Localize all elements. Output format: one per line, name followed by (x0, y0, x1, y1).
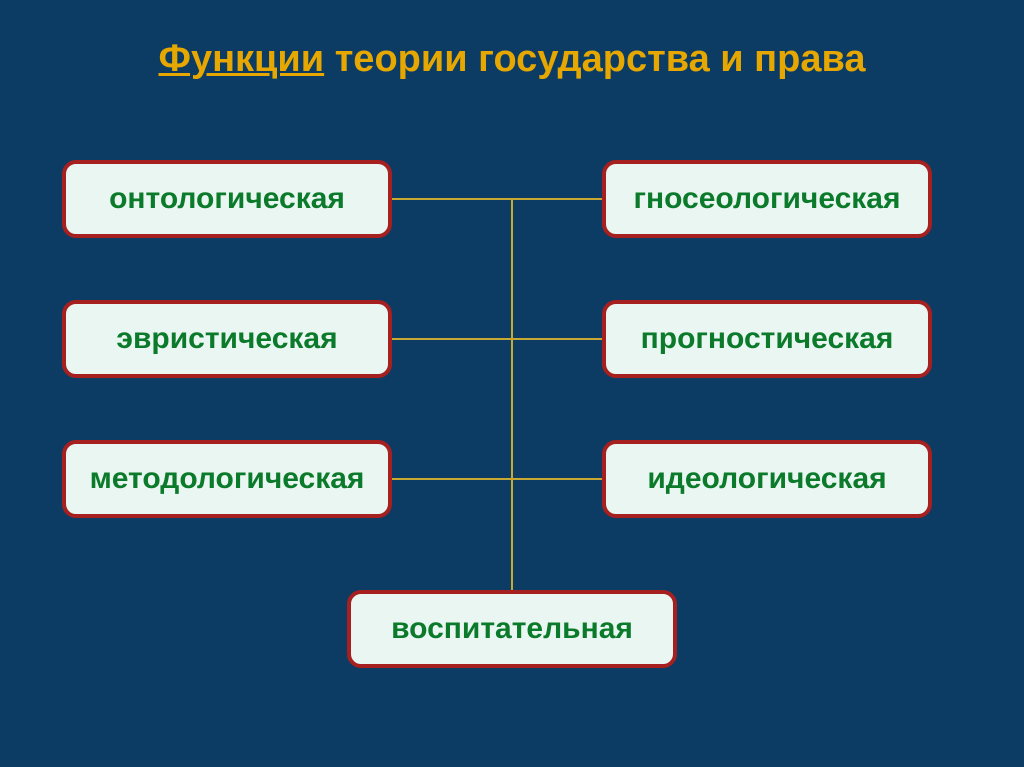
node-label: идеологическая (647, 462, 886, 496)
node-ontological: онтологическая (62, 160, 392, 238)
node-educational: воспитательная (347, 590, 677, 668)
node-epistemological: гносеологическая (602, 160, 932, 238)
title-rest: теории государства и права (324, 38, 865, 80)
title-underlined-word: Функции (159, 38, 325, 80)
node-label: онтологическая (109, 182, 345, 216)
node-label: гносеологическая (633, 182, 900, 216)
node-heuristic: эвристическая (62, 300, 392, 378)
node-prognostic: прогностическая (602, 300, 932, 378)
node-label: методологическая (90, 462, 365, 496)
node-methodological: методологическая (62, 440, 392, 518)
node-label: эвристическая (116, 322, 337, 356)
slide-title: Функции теории государства и права (0, 38, 1024, 81)
node-label: прогностическая (641, 322, 894, 356)
node-ideological: идеологическая (602, 440, 932, 518)
node-label: воспитательная (391, 612, 633, 646)
